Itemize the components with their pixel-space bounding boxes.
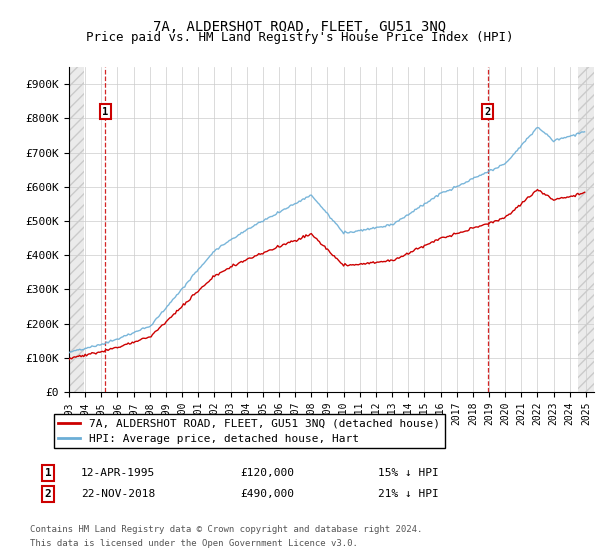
Bar	[578, 67, 594, 392]
Text: This data is licensed under the Open Government Licence v3.0.: This data is licensed under the Open Gov…	[30, 539, 358, 548]
Text: 22-NOV-2018: 22-NOV-2018	[81, 489, 155, 499]
Text: £120,000: £120,000	[240, 468, 294, 478]
Legend: 7A, ALDERSHOT ROAD, FLEET, GU51 3NQ (detached house), HPI: Average price, detach: 7A, ALDERSHOT ROAD, FLEET, GU51 3NQ (det…	[53, 414, 445, 449]
Text: £490,000: £490,000	[240, 489, 294, 499]
Text: 2: 2	[485, 106, 491, 116]
Text: 7A, ALDERSHOT ROAD, FLEET, GU51 3NQ: 7A, ALDERSHOT ROAD, FLEET, GU51 3NQ	[154, 20, 446, 34]
Bar	[69, 67, 83, 392]
Text: Contains HM Land Registry data © Crown copyright and database right 2024.: Contains HM Land Registry data © Crown c…	[30, 525, 422, 534]
Text: 2: 2	[44, 489, 52, 499]
Text: 12-APR-1995: 12-APR-1995	[81, 468, 155, 478]
Text: 1: 1	[102, 106, 109, 116]
Text: Price paid vs. HM Land Registry's House Price Index (HPI): Price paid vs. HM Land Registry's House …	[86, 31, 514, 44]
Text: 15% ↓ HPI: 15% ↓ HPI	[378, 468, 439, 478]
Text: 21% ↓ HPI: 21% ↓ HPI	[378, 489, 439, 499]
Text: 1: 1	[44, 468, 52, 478]
